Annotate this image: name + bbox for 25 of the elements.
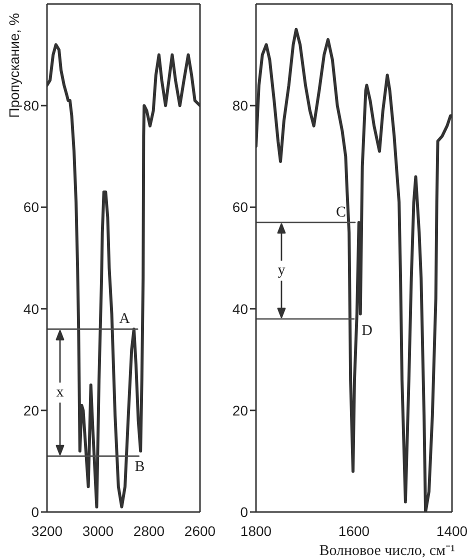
x-tick-label: 3200 bbox=[31, 522, 63, 539]
x-tick-label: 1600 bbox=[338, 522, 370, 539]
y-tick-label: 20 bbox=[232, 402, 248, 418]
annotation: A bbox=[119, 311, 130, 328]
y-tick-label: 60 bbox=[23, 199, 40, 216]
y-tick-label: 80 bbox=[232, 98, 248, 114]
y-tick-label: 0 bbox=[31, 504, 40, 520]
y-tick-label: 40 bbox=[23, 300, 40, 317]
y-tick-label: 20 bbox=[23, 402, 40, 418]
y-axis-title: Пропускание, % bbox=[6, 13, 22, 118]
y-tick-label: 0 bbox=[240, 504, 248, 520]
x-tick-label: 2600 bbox=[184, 522, 216, 539]
x-axis-title: Волновое число, см⁻¹ bbox=[319, 543, 455, 559]
annotation: y bbox=[278, 262, 286, 279]
y-tick-label: 80 bbox=[23, 98, 40, 114]
y-tick-label: 40 bbox=[232, 300, 248, 317]
annotation: x bbox=[56, 384, 64, 401]
x-tick-label: 1800 bbox=[240, 522, 272, 539]
x-tick-label: 1400 bbox=[436, 522, 468, 539]
annotation: D bbox=[362, 322, 373, 339]
annotation: B bbox=[134, 459, 145, 476]
x-tick-label: 3000 bbox=[82, 522, 114, 539]
x-tick-label: 2800 bbox=[133, 522, 165, 539]
y-tick-label: 60 bbox=[232, 199, 248, 216]
annotation: C bbox=[336, 204, 346, 220]
